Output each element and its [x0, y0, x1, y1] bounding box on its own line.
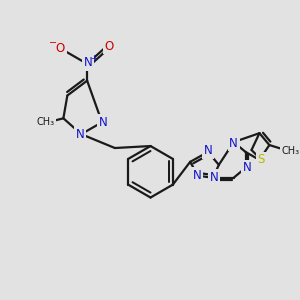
Text: O: O [56, 41, 65, 55]
Text: N: N [204, 145, 212, 158]
Text: N: N [209, 171, 218, 184]
Text: N: N [99, 116, 107, 129]
Text: CH₃: CH₃ [37, 117, 55, 127]
Text: S: S [258, 153, 265, 167]
Text: O: O [104, 40, 114, 52]
Text: −: − [50, 38, 58, 48]
Text: N: N [229, 136, 238, 150]
Text: CH₃: CH₃ [281, 146, 299, 156]
Text: N: N [76, 128, 85, 141]
Text: N: N [243, 161, 252, 174]
Text: N: N [84, 56, 92, 69]
Text: N: N [193, 169, 201, 182]
Text: +: + [90, 54, 98, 63]
